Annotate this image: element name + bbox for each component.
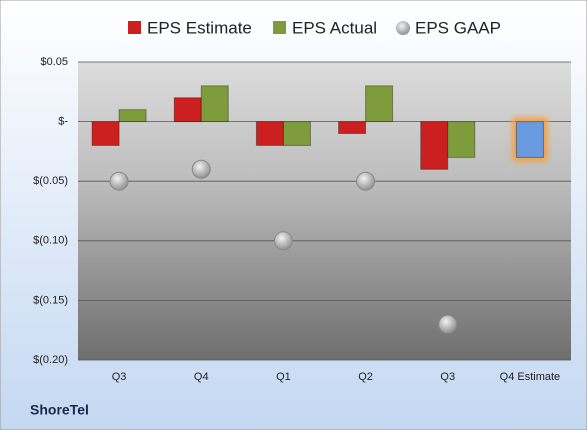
x-tick-label: Q4 Estimate [500, 371, 561, 383]
legend-label: EPS GAAP [415, 18, 501, 37]
legend-swatch [273, 21, 286, 34]
y-tick-label: $(0.05) [33, 175, 68, 187]
bar [91, 121, 120, 146]
x-tick-label: Q1 [276, 371, 291, 383]
bar [447, 121, 476, 158]
legend-swatch [128, 21, 141, 34]
bar [282, 121, 311, 146]
gaap-point [438, 314, 458, 334]
y-tick-label: $0.05 [40, 56, 68, 68]
footer: ShoreTel [30, 402, 89, 418]
y-tick-label: $(0.20) [33, 354, 68, 366]
plot-area [78, 62, 571, 360]
legend-label: EPS Actual [292, 18, 377, 37]
bar [515, 121, 544, 158]
legend-swatch [396, 21, 410, 35]
gaap-point [356, 171, 376, 191]
gaap-point [273, 231, 293, 251]
bar [420, 121, 449, 170]
bar [200, 85, 229, 123]
x-tick-label: Q4 [194, 371, 209, 383]
x-tick-label: Q3 [112, 371, 127, 383]
bar [255, 121, 284, 146]
x-tick-label: Q2 [358, 371, 373, 383]
y-tick-label: $- [58, 116, 68, 128]
gaap-point [191, 159, 211, 179]
bar [365, 85, 394, 123]
x-tick-label: Q3 [440, 371, 455, 383]
y-tick-label: $(0.10) [33, 235, 68, 247]
gaap-point [109, 171, 129, 191]
bar [173, 97, 202, 123]
legend-label: EPS Estimate [147, 18, 252, 37]
bar [118, 109, 147, 123]
bar [338, 121, 367, 135]
y-tick-label: $(0.15) [33, 294, 68, 306]
